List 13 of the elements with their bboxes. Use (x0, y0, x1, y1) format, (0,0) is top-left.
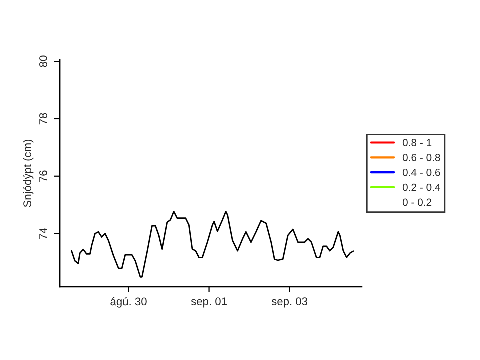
x-tick-label: ágú. 30 (110, 297, 147, 308)
y-axis-title: Snjódýpt (cm) (23, 140, 34, 208)
legend-label: 0.8 - 1 (402, 139, 432, 146)
legend-label: 0.4 - 0.6 (402, 168, 440, 176)
x-tick-label: sep. 01 (191, 298, 227, 308)
y-tick-label: 78 (40, 113, 48, 125)
y-tick-label: 80 (40, 56, 48, 68)
legend-label: 0.6 - 0.8 (402, 154, 440, 162)
y-tick-label: 76 (40, 170, 48, 182)
y-tick-label: 74 (40, 228, 48, 240)
legend-label: 0.2 - 0.4 (402, 184, 440, 192)
x-tick-label: sep. 03 (272, 298, 308, 308)
text: 0 - 0.2 (402, 198, 432, 206)
